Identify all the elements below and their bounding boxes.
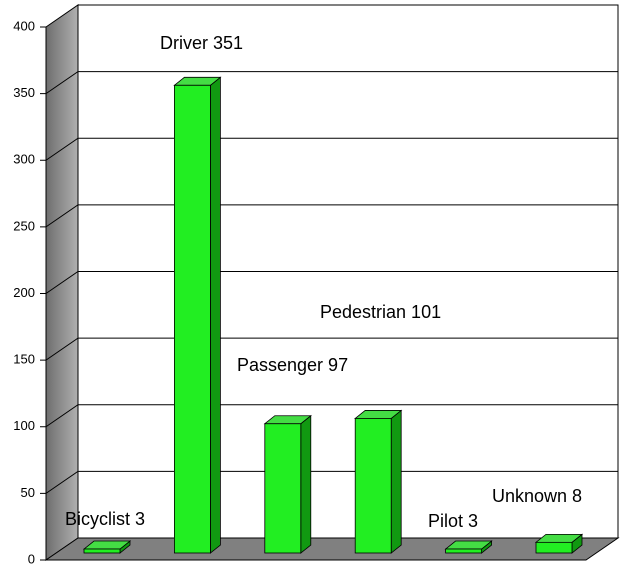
y-tick-label: 0 xyxy=(28,551,35,566)
bar xyxy=(82,540,132,554)
bar xyxy=(354,409,403,554)
y-tick-label: 200 xyxy=(13,285,35,300)
y-tick-label: 400 xyxy=(13,18,35,33)
data-label: Bicyclist 3 xyxy=(65,509,145,529)
data-label: Unknown 8 xyxy=(492,486,582,506)
bar-front xyxy=(83,548,121,554)
bar xyxy=(444,540,493,554)
grid-line xyxy=(45,137,618,161)
y-tick-label: 350 xyxy=(13,85,35,100)
grid-line xyxy=(45,337,618,361)
data-label: Passenger 97 xyxy=(237,355,348,375)
y-tick-label: 100 xyxy=(13,418,35,433)
floor xyxy=(44,537,620,561)
bar-front xyxy=(445,548,483,554)
bar-side xyxy=(390,409,402,554)
bar-side xyxy=(300,414,312,554)
y-tick-label: 300 xyxy=(13,152,35,167)
y-tick-label: 50 xyxy=(21,485,35,500)
bar xyxy=(534,533,584,554)
grid-line xyxy=(45,404,618,428)
bar-side xyxy=(209,76,221,554)
bar-front xyxy=(264,423,302,554)
data-label: Driver 351 xyxy=(160,33,243,53)
grid-line xyxy=(45,271,618,294)
bar-front xyxy=(354,418,392,554)
bar-front xyxy=(535,541,573,554)
grid-line xyxy=(45,71,618,95)
grid-line xyxy=(45,470,618,494)
data-label: Pedestrian 101 xyxy=(320,302,441,322)
grid-line xyxy=(45,204,618,228)
bar xyxy=(173,76,222,554)
bar xyxy=(263,414,312,554)
data-label: Pilot 3 xyxy=(428,511,478,531)
y-tick-label: 250 xyxy=(13,218,35,233)
y-tick-label: 150 xyxy=(13,352,35,367)
bar-front xyxy=(173,84,211,554)
